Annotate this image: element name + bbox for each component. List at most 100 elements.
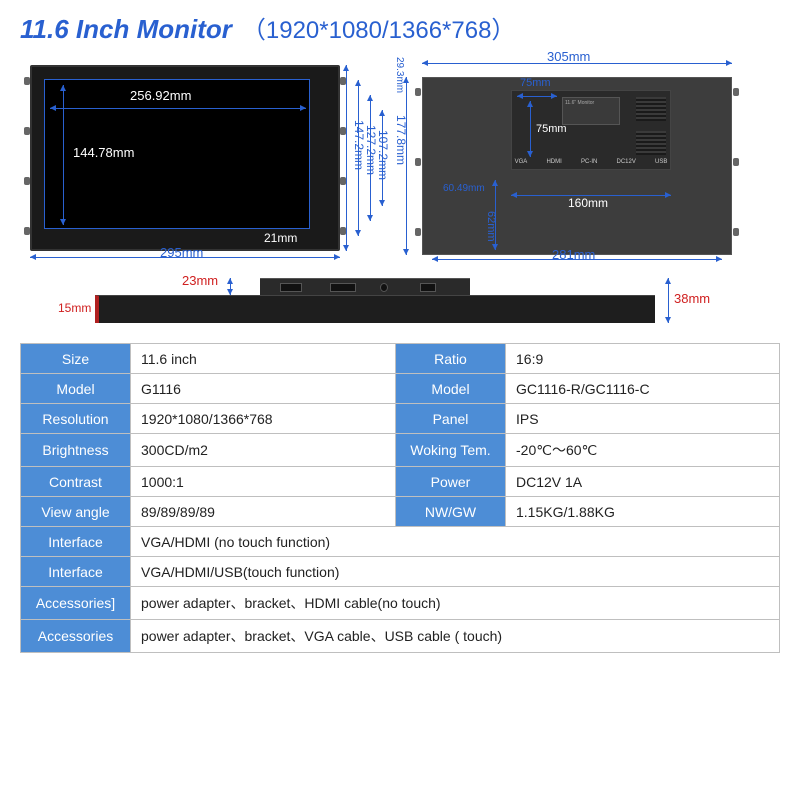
monitor-screen: 256.92mm 144.78mm <box>44 79 310 229</box>
spec-value: power adapter、bracket、HDMI cable(no touc… <box>131 587 780 620</box>
spec-value: 16:9 <box>506 344 780 374</box>
port-usb: USB <box>655 159 667 165</box>
dim-arrow-screen-w <box>50 108 306 109</box>
spec-label: Ratio <box>396 344 506 374</box>
spec-label: Accessories <box>21 620 131 653</box>
spec-value: VGA/HDMI (no touch function) <box>131 527 780 557</box>
mount-hole <box>24 227 30 235</box>
back-view-diagram: 305mm 75mm 75mm 11.6" Monitor VGA <box>402 55 777 265</box>
spec-label: Interface <box>21 557 131 587</box>
spec-row: ModelG1116ModelGC1116-R/GC1116-C <box>21 374 780 404</box>
dim-arrow-box-h <box>530 101 531 157</box>
spec-value: power adapter、bracket、VGA cable、USB cabl… <box>131 620 780 653</box>
spec-value: 300CD/m2 <box>131 434 396 467</box>
spec-label: Resolution <box>21 404 131 434</box>
header: 11.6 Inch Monitor （1920*1080/1366*768） <box>20 10 780 45</box>
spec-label: Woking Tem. <box>396 434 506 467</box>
spec-label: Contrast <box>21 467 131 497</box>
spec-row-full: Accessoriespower adapter、bracket、VGA cab… <box>21 620 780 653</box>
spec-label: Panel <box>396 404 506 434</box>
spec-label: Model <box>396 374 506 404</box>
spec-row: View angle89/89/89/89NW/GW1.15KG/1.88KG <box>21 497 780 527</box>
dim-box-w: 75mm <box>520 77 551 89</box>
page-subtitle: （1920*1080/1366*768） <box>242 10 516 45</box>
dim-outer-width: 295mm <box>160 245 203 260</box>
dim-arrow-full-h <box>406 77 407 255</box>
spec-label: Model <box>21 374 131 404</box>
spec-label: Interface <box>21 527 131 557</box>
spec-label: Accessories] <box>21 587 131 620</box>
back-frame: 75mm 75mm 11.6" Monitor VGA HDMI PC-IN D… <box>422 77 732 255</box>
spec-row: Size11.6 inchRatio16:9 <box>21 344 780 374</box>
side-port-usb <box>420 283 436 292</box>
spec-value: 1920*1080/1366*768 <box>131 404 396 434</box>
spec-value: 1000:1 <box>131 467 396 497</box>
side-port-dc <box>380 283 388 292</box>
mount-hole <box>415 158 421 166</box>
port-strip: VGA HDMI PC-IN DC12V USB <box>505 154 677 170</box>
spec-row-full: Accessories]power adapter、bracket、HDMI c… <box>21 587 780 620</box>
dim-arrow-bump <box>230 278 231 295</box>
mount-hole <box>415 228 421 236</box>
dim-arrow-full <box>668 278 669 323</box>
spec-row: Resolution1920*1080/1366*768PanelIPS <box>21 404 780 434</box>
dim-base-w: 281mm <box>552 247 595 262</box>
spec-table: Size11.6 inchRatio16:9ModelG1116ModelGC1… <box>20 343 780 653</box>
spec-label: NW/GW <box>396 497 506 527</box>
side-port-vga <box>330 283 356 292</box>
mount-hole <box>733 158 739 166</box>
back-label-plate: 11.6" Monitor <box>562 97 620 125</box>
spec-value: 11.6 inch <box>131 344 396 374</box>
side-bump <box>260 278 470 296</box>
port-pcin: PC-IN <box>581 159 597 165</box>
mount-hole <box>24 77 30 85</box>
dim-top-offset: 29.3mm <box>394 57 405 93</box>
dim-arrow-screen-h <box>63 85 64 225</box>
mount-hole <box>733 228 739 236</box>
monitor-frame: 256.92mm 144.78mm 21mm <box>30 65 340 251</box>
dim-full-side: 38mm <box>674 291 710 306</box>
spec-row-full: InterfaceVGA/HDMI/USB(touch function) <box>21 557 780 587</box>
dim-h1: 147.2mm <box>352 120 366 170</box>
dim-arrow-v1 <box>346 65 347 251</box>
spec-label: Power <box>396 467 506 497</box>
mount-hole <box>24 127 30 135</box>
spec-value: IPS <box>506 404 780 434</box>
vent-grille <box>636 97 666 121</box>
spec-value: VGA/HDMI/USB(touch function) <box>131 557 780 587</box>
dim-bottom-offset: 60.49mm <box>443 183 485 194</box>
mount-hole <box>733 88 739 96</box>
diagrams-row: 256.92mm 144.78mm 21mm 295mm 107.2mm 127… <box>20 55 780 265</box>
dim-bump-h: 23mm <box>182 273 218 288</box>
front-view-diagram: 256.92mm 144.78mm 21mm 295mm 107.2mm 127… <box>20 55 390 265</box>
side-body <box>95 295 655 323</box>
spec-row: Contrast1000:1PowerDC12V 1A <box>21 467 780 497</box>
side-port-hdmi <box>280 283 302 292</box>
spec-row-full: InterfaceVGA/HDMI (no touch function) <box>21 527 780 557</box>
dim-frame-inset: 21mm <box>264 231 297 245</box>
mount-hole <box>415 88 421 96</box>
spec-value: 89/89/89/89 <box>131 497 396 527</box>
spec-label: View angle <box>21 497 131 527</box>
side-view-diagram: 23mm 15mm 38mm <box>60 273 690 333</box>
plate-title: 11.6" Monitor <box>565 100 617 106</box>
vent-grille <box>636 131 666 155</box>
spec-row: Brightness300CD/m2Woking Tem.-20℃～60℃ <box>21 434 780 467</box>
mount-hole <box>24 177 30 185</box>
dim-center-w: 160mm <box>568 196 608 210</box>
spec-value: -20℃～60℃ <box>506 434 780 467</box>
spec-value: G1116 <box>131 374 396 404</box>
dim-bh: 62mm <box>485 211 497 242</box>
dim-h3: 107.2mm <box>376 130 390 180</box>
spec-label: Size <box>21 344 131 374</box>
dim-screen-width: 256.92mm <box>130 88 191 103</box>
dim-h2: 127.2mm <box>364 125 378 175</box>
dim-full-h: 177.8mm <box>394 115 408 165</box>
spec-value: 1.15KG/1.88KG <box>506 497 780 527</box>
dim-arrow-box-w <box>517 96 557 97</box>
port-hdmi: HDMI <box>546 159 561 165</box>
port-dc: DC12V <box>617 159 636 165</box>
spec-label: Brightness <box>21 434 131 467</box>
dim-screen-height: 144.78mm <box>73 145 134 160</box>
dim-edge-h: 15mm <box>58 301 91 315</box>
